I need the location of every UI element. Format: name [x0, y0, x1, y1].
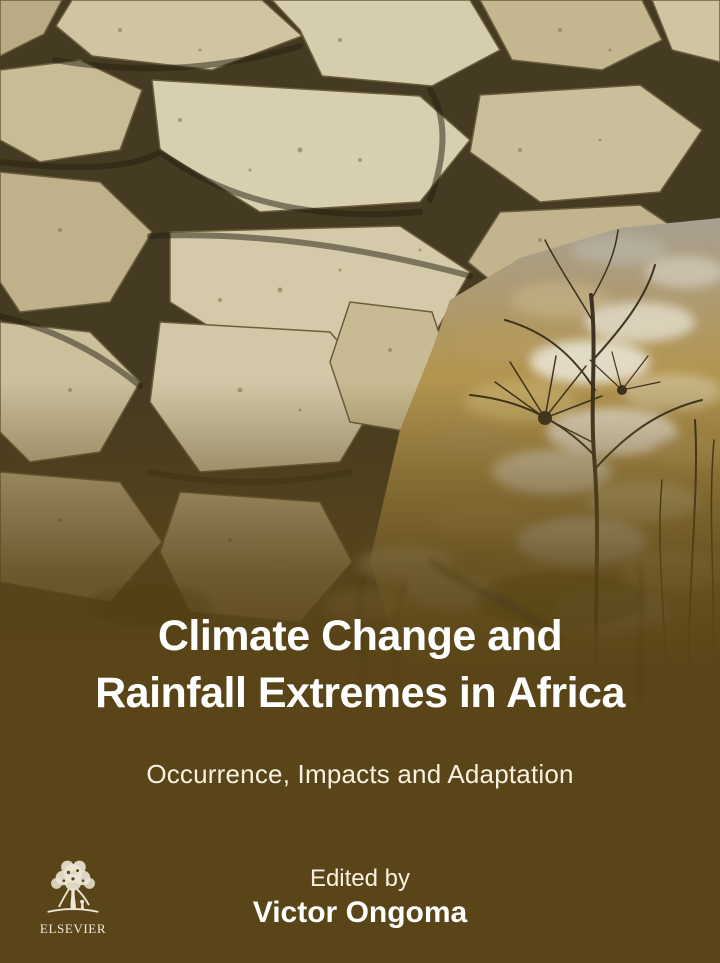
title-block: Climate Change and Rainfall Extremes in …: [0, 608, 720, 790]
edited-by-label: Edited by: [309, 865, 411, 892]
elsevier-tree-icon: [47, 860, 99, 913]
publisher-block: ELSEVIER: [34, 858, 112, 937]
book-title-line2: Rainfall Extremes in Africa: [95, 669, 625, 717]
cracked-earth-flood-illustration: [0, 0, 720, 710]
brown-gradient-overlay: [0, 380, 720, 710]
faint-silhouettes: [88, 556, 645, 701]
book-title: Climate Change and Rainfall Extremes in …: [0, 608, 720, 722]
cover-photo: [0, 0, 720, 710]
editor-credit: Edited by Victor Ongoma: [0, 864, 720, 930]
book-title-line1: Climate Change and: [157, 612, 563, 660]
publisher-name: ELSEVIER: [39, 921, 107, 936]
book-subtitle: Occurrence, Impacts and Adaptation: [146, 759, 574, 789]
editor-name: Victor Ongoma: [252, 896, 468, 929]
